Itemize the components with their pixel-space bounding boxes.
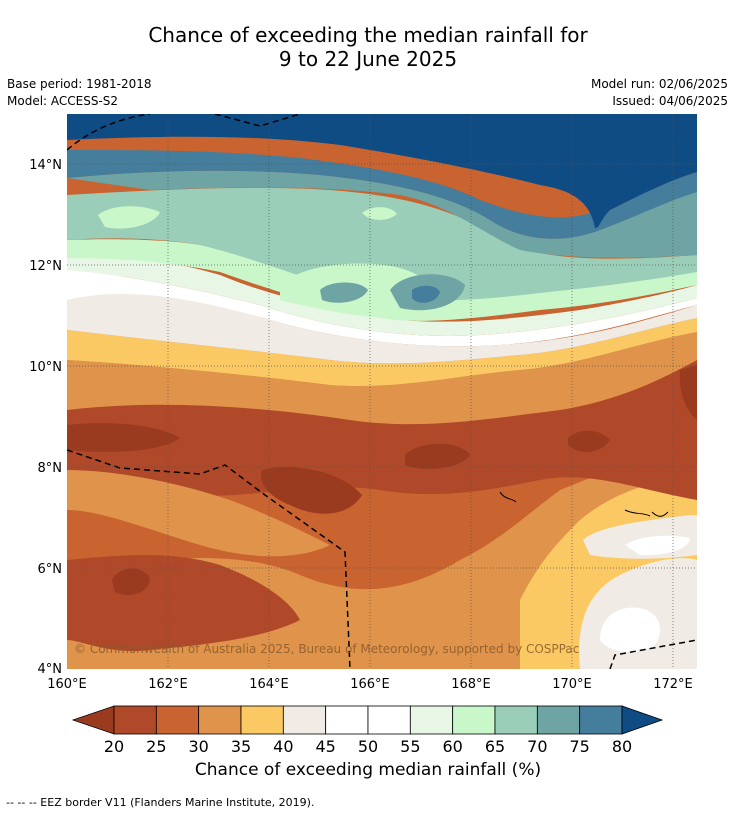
colorbar-swatch-40	[282, 705, 327, 735]
band-45-north	[67, 265, 697, 364]
band-50-east	[625, 535, 690, 556]
colorbar-swatch-70	[536, 705, 581, 735]
colorbar-swatch-30	[198, 705, 242, 735]
lon-label-160: 160°E	[47, 677, 87, 692]
eez-border-north	[67, 114, 301, 151]
colorbar: 20 25 30 35 40 45 50 55 60 65 70 75 80	[71, 705, 664, 756]
lon-label-162: 162°E	[148, 677, 188, 692]
eez-border-southeast	[609, 639, 697, 669]
colorbar-tick-65: 65	[485, 737, 505, 756]
lon-label-170: 170°E	[552, 677, 592, 692]
band-20-east	[568, 430, 610, 452]
lon-label-172: 172°E	[653, 677, 693, 692]
colorbar-tick-70: 70	[527, 737, 547, 756]
eez-footnote: -- -- -- EEZ border V11 (Flanders Marine…	[6, 796, 315, 809]
colorbar-swatch-60	[452, 705, 496, 735]
base-period: Base period: 1981-2018	[7, 77, 152, 91]
band-65-north	[67, 239, 697, 321]
band-20-fareast	[679, 365, 697, 420]
colorbar-swatch-75	[579, 705, 623, 735]
band-65-patch-centre	[362, 207, 397, 220]
colorbar-tick-40: 40	[273, 737, 293, 756]
band-40-north	[67, 318, 697, 387]
lon-label-166: 166°E	[350, 677, 390, 692]
colorbar-extend-high	[621, 705, 664, 735]
lon-label-168: 168°E	[451, 677, 491, 692]
colorbar-swatch-50	[367, 705, 411, 735]
band-20-centre	[260, 467, 362, 514]
band-20-southwest	[112, 568, 150, 596]
lat-label-6: 6°N	[38, 562, 63, 577]
model-name: Model: ACCESS-S2	[7, 94, 119, 108]
colorbar-tick-60: 60	[442, 737, 462, 756]
title-line-1: Chance of exceeding the median rainfall …	[148, 23, 588, 47]
rainfall-map: © Commonwealth of Australia 2025, Bureau…	[67, 114, 697, 669]
colorbar-swatch-25	[155, 705, 200, 735]
island-outline-east	[499, 491, 669, 517]
colorbar-label: Chance of exceeding median rainfall (%)	[194, 760, 542, 780]
model-run: Model run: 02/06/2025	[590, 77, 728, 91]
colorbar-tick-80: 80	[612, 737, 632, 756]
band-20-midright	[405, 443, 470, 469]
band-60-north	[67, 255, 697, 336]
lat-label-10: 10°N	[29, 360, 62, 375]
colorbar-tick-35: 35	[231, 737, 251, 756]
colorbar-tick-50: 50	[358, 737, 378, 756]
map-gridlines	[67, 114, 697, 669]
band-75-north	[67, 170, 697, 258]
colorbar-tick-25: 25	[146, 737, 166, 756]
band-50-south	[600, 607, 660, 652]
colorbar-swatch-45	[325, 705, 369, 735]
lat-label-12: 12°N	[29, 259, 62, 274]
colorbar-tick-20: 20	[104, 737, 124, 756]
band-35-middle	[67, 470, 330, 557]
band-35-north	[67, 330, 697, 425]
colorbar-swatch-35	[240, 705, 284, 735]
colorbar-swatch-65	[494, 705, 538, 735]
colorbar-tick-30: 30	[188, 737, 208, 756]
colorbar-swatch-55	[409, 705, 454, 735]
lat-label-4: 4°N	[38, 662, 63, 677]
lat-label-14: 14°N	[29, 158, 62, 173]
issued-date: Issued: 04/06/2025	[612, 94, 728, 108]
colorbar-extend-low	[71, 705, 115, 735]
band-20-west	[67, 423, 180, 452]
band-65-patch-west	[98, 206, 160, 229]
band-70-north	[67, 187, 697, 301]
eez-border-west	[67, 449, 351, 669]
lat-label-8: 8°N	[38, 461, 63, 476]
colorbar-tick-55: 55	[400, 737, 420, 756]
band-80-centre-east	[412, 285, 440, 303]
title-line-2: 9 to 22 June 2025	[278, 47, 458, 71]
colorbar-tick-45: 45	[315, 737, 335, 756]
colorbar-swatch-20	[113, 705, 157, 735]
colorbar-tick-75: 75	[569, 737, 589, 756]
band-80-north	[67, 150, 697, 239]
copyright-text: © Commonwealth of Australia 2025, Bureau…	[74, 642, 579, 656]
band-above-80	[67, 114, 697, 228]
lon-label-164: 164°E	[249, 677, 289, 692]
band-75-centre	[320, 282, 368, 303]
